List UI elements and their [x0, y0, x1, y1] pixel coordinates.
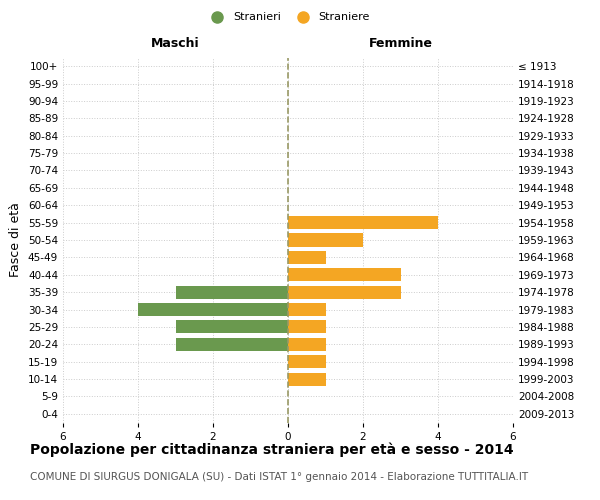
- Bar: [288, 286, 401, 298]
- Bar: [288, 234, 363, 246]
- Bar: [288, 216, 438, 229]
- Bar: [288, 268, 401, 281]
- Text: Maschi: Maschi: [151, 37, 200, 50]
- Bar: [288, 338, 325, 351]
- Text: Femmine: Femmine: [368, 37, 433, 50]
- Text: Popolazione per cittadinanza straniera per età e sesso - 2014: Popolazione per cittadinanza straniera p…: [30, 442, 514, 457]
- Y-axis label: Fasce di età: Fasce di età: [10, 202, 22, 278]
- Bar: [288, 372, 325, 386]
- Bar: [288, 355, 325, 368]
- Bar: [138, 303, 288, 316]
- Legend: Stranieri, Straniere: Stranieri, Straniere: [202, 8, 374, 27]
- Bar: [288, 251, 325, 264]
- Text: COMUNE DI SIURGUS DONIGALA (SU) - Dati ISTAT 1° gennaio 2014 - Elaborazione TUTT: COMUNE DI SIURGUS DONIGALA (SU) - Dati I…: [30, 472, 528, 482]
- Bar: [176, 320, 288, 334]
- Bar: [288, 320, 325, 334]
- Bar: [176, 286, 288, 298]
- Bar: [288, 303, 325, 316]
- Bar: [176, 338, 288, 351]
